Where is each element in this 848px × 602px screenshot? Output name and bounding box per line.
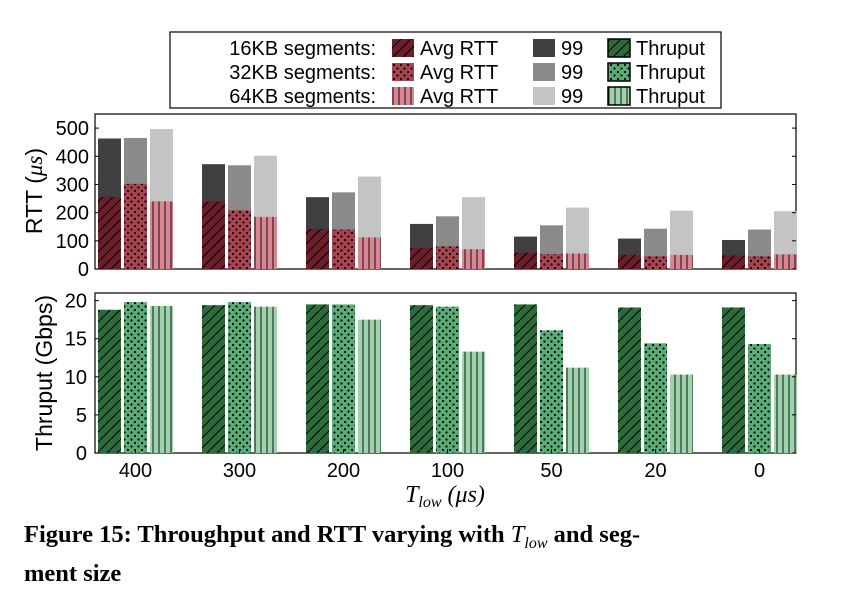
rtt-bar-avg-hatch [462, 249, 485, 269]
thruput-bar-hatch [306, 304, 329, 453]
x-axis-label: Tlow (μs) [405, 482, 485, 511]
thruput-bar-hatch [436, 306, 459, 453]
thruput-bar-hatch [774, 374, 797, 453]
thruput-bar-hatch [150, 305, 173, 453]
legend-swatch-thruput-hatch [608, 63, 630, 81]
legend: 16KB segments: Avg RTT 99 Thruput 32KB segme… [169, 31, 722, 109]
thruput-bar-hatch [124, 302, 147, 453]
thruput-bar-hatch [722, 307, 745, 453]
thruput-bar-hatch [514, 304, 537, 453]
rtt-y-tick-label: 100 [56, 231, 89, 253]
rtt-bar-avg-hatch [254, 216, 277, 269]
x-tick-label: 0 [754, 460, 765, 482]
rtt-bar-avg-hatch [358, 237, 381, 269]
thruput-y-tick-label: 10 [65, 367, 87, 389]
legend-label-avg: Avg RTT [420, 38, 498, 60]
x-tick-label: 200 [327, 460, 360, 482]
legend-label-thruput: Thruput [636, 62, 705, 84]
legend-swatch-avg-hatch [392, 39, 414, 57]
rtt-bar-avg-hatch [150, 201, 173, 269]
rtt-panel: 0 100 200 300 400 500 RTT (μs) [21, 113, 797, 281]
thruput-y-tick-label: 5 [76, 405, 87, 427]
rtt-y-axis-label: RTT (μs) [21, 148, 47, 234]
rtt-bar-avg-hatch [98, 197, 121, 269]
rtt-bar-avg-hatch [774, 254, 797, 269]
legend-label-p99: 99 [561, 86, 583, 108]
rtt-bar-avg-hatch [748, 256, 771, 269]
rtt-bar-avg-hatch [566, 253, 589, 269]
thruput-bar-hatch [332, 304, 355, 453]
figure: 16KB segments: Avg RTT 99 Thruput 32KB segme… [21, 31, 797, 511]
legend-swatch-p99 [533, 87, 555, 105]
x-tick-label: 100 [431, 460, 464, 482]
rtt-y-tick-label: 300 [56, 174, 89, 196]
thruput-y-axis-label: Thruput (Gbps) [31, 295, 57, 451]
legend-label-thruput: Thruput [636, 86, 705, 108]
rtt-bar-avg-hatch [332, 229, 355, 269]
rtt-bar-avg-hatch [124, 183, 147, 269]
legend-swatch-avg-hatch [392, 87, 414, 105]
legend-label-avg: Avg RTT [420, 62, 498, 84]
caption-line2: ment size [24, 559, 122, 587]
legend-swatch-thruput-hatch [608, 87, 630, 105]
thruput-bar-hatch [566, 367, 589, 453]
figure-caption: Figure 15: Throughput and RTT varying wi… [24, 521, 641, 587]
thruput-bar-hatch [644, 343, 667, 453]
rtt-bar-avg-hatch [540, 254, 563, 269]
rtt-bar-p99 [670, 210, 693, 269]
thruput-y-tick-label: 20 [65, 291, 87, 313]
rtt-bar-avg-hatch [618, 254, 641, 269]
legend-label-p99: 99 [561, 62, 583, 84]
thruput-bar-hatch [254, 306, 277, 453]
legend-label-thruput: Thruput [636, 38, 705, 60]
legend-row-label: 16KB segments: [229, 38, 376, 60]
rtt-bar-avg-hatch [306, 228, 329, 269]
legend-row-label: 64KB segments: [229, 86, 376, 108]
thruput-bar-hatch [540, 330, 563, 453]
legend-label-p99: 99 [561, 38, 583, 60]
legend-swatch-p99 [533, 39, 555, 57]
legend-swatch-p99 [533, 63, 555, 81]
rtt-bar-avg-hatch [670, 254, 693, 269]
caption-math: Tlow [510, 521, 548, 552]
rtt-y-tick-label: 500 [56, 118, 89, 140]
x-tick-label: 50 [540, 460, 562, 482]
thruput-y-tick-label: 0 [76, 443, 87, 465]
rtt-bar-avg-hatch [436, 246, 459, 269]
x-tick-label: 20 [644, 460, 666, 482]
x-tick-label: 300 [223, 460, 256, 482]
rtt-bar-avg-hatch [514, 252, 537, 269]
thruput-bar-hatch [98, 309, 121, 453]
thruput-bar-hatch [748, 344, 771, 453]
rtt-bar-avg-hatch [410, 247, 433, 269]
thruput-bar-hatch [202, 305, 225, 453]
rtt-y-tick-label: 0 [78, 259, 89, 281]
rtt-bar-avg-hatch [644, 256, 667, 269]
rtt-y-tick-label: 200 [56, 203, 89, 225]
thruput-bar-hatch [358, 319, 381, 453]
thruput-bar-hatch [410, 305, 433, 453]
legend-swatch-thruput-hatch [608, 39, 630, 57]
legend-swatch-avg-hatch [392, 63, 414, 81]
rtt-y-tick-label: 400 [56, 146, 89, 168]
thruput-bar-hatch [618, 307, 641, 453]
legend-label-avg: Avg RTT [420, 86, 498, 108]
rtt-bar-avg-hatch [722, 255, 745, 269]
x-tick-label: 400 [119, 460, 152, 482]
thruput-bar-hatch [228, 302, 251, 453]
rtt-bar-avg-hatch [202, 201, 225, 269]
thruput-bar-hatch [462, 351, 485, 453]
thruput-bar-hatch [670, 374, 693, 453]
legend-row-label: 32KB segments: [229, 62, 376, 84]
rtt-bar-avg-hatch [228, 210, 251, 269]
thruput-y-tick-label: 15 [65, 329, 87, 351]
caption-text: Figure 15: Throughput and RTT varying wi… [24, 521, 511, 548]
